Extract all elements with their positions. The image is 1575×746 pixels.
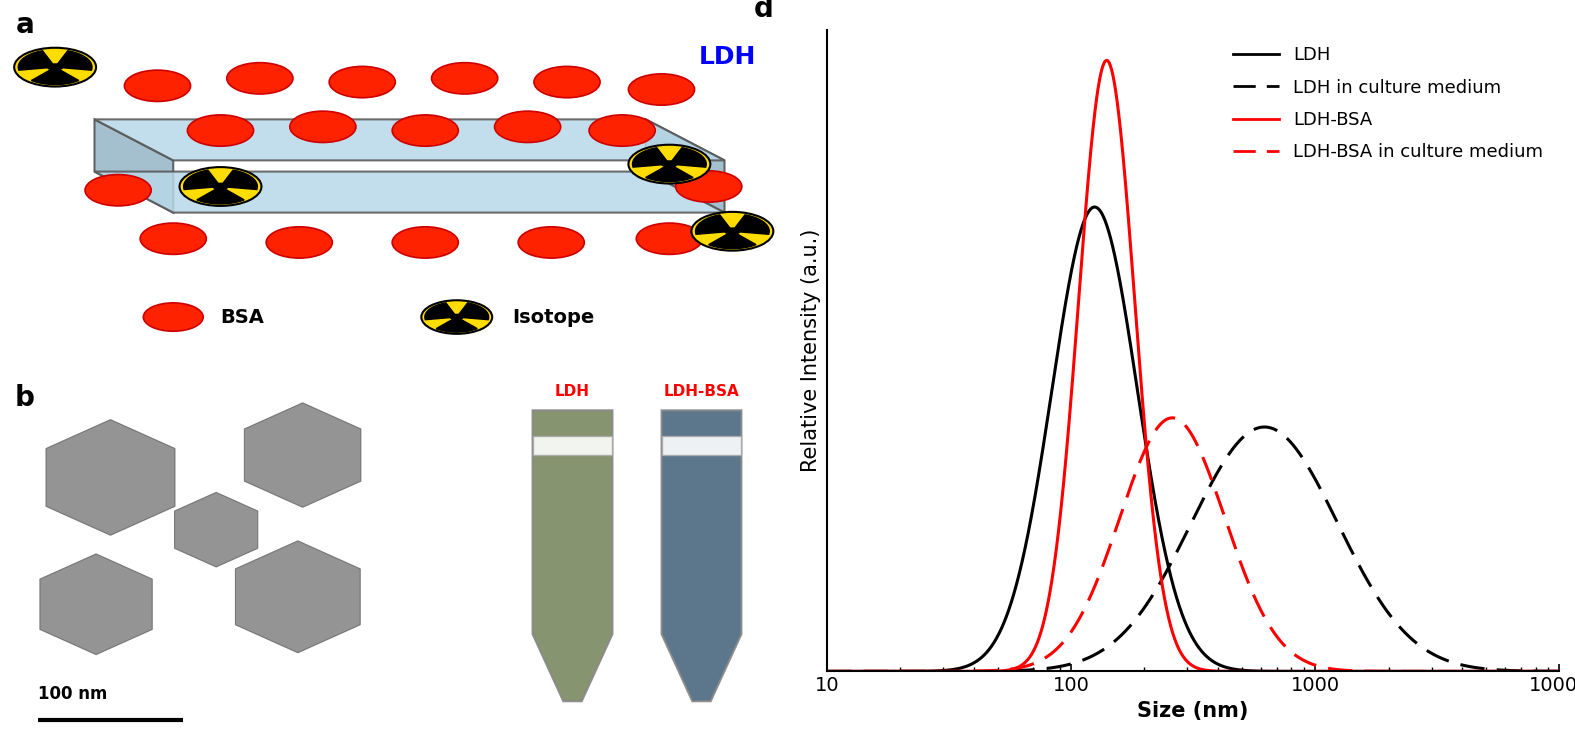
Polygon shape <box>709 231 756 248</box>
Text: a: a <box>16 11 35 40</box>
Polygon shape <box>221 170 257 189</box>
Circle shape <box>143 303 203 331</box>
Text: 100 nm: 100 nm <box>38 685 107 703</box>
Circle shape <box>85 175 151 206</box>
Polygon shape <box>184 170 220 189</box>
Polygon shape <box>19 51 55 70</box>
Circle shape <box>213 183 228 190</box>
X-axis label: Size (nm): Size (nm) <box>1137 700 1249 721</box>
Text: c: c <box>493 384 509 413</box>
Text: b: b <box>14 384 35 413</box>
Polygon shape <box>436 317 477 332</box>
Circle shape <box>180 167 261 206</box>
Text: Isotope: Isotope <box>512 307 594 327</box>
Text: LDH: LDH <box>554 384 591 399</box>
Circle shape <box>187 115 254 146</box>
Circle shape <box>628 145 710 184</box>
FancyBboxPatch shape <box>532 436 613 455</box>
Polygon shape <box>94 172 724 213</box>
Circle shape <box>676 171 742 202</box>
Circle shape <box>266 227 332 258</box>
Polygon shape <box>457 303 488 320</box>
Circle shape <box>518 227 584 258</box>
Polygon shape <box>46 419 175 536</box>
Text: BSA: BSA <box>221 307 265 327</box>
Text: LDH-BSA: LDH-BSA <box>663 384 739 399</box>
Circle shape <box>124 70 191 101</box>
Polygon shape <box>235 541 361 653</box>
Circle shape <box>534 66 600 98</box>
Polygon shape <box>633 148 669 167</box>
Polygon shape <box>425 303 457 320</box>
Circle shape <box>691 212 773 251</box>
Polygon shape <box>662 410 742 701</box>
Polygon shape <box>197 186 244 204</box>
Circle shape <box>495 111 561 142</box>
Polygon shape <box>646 119 725 213</box>
Polygon shape <box>94 119 173 213</box>
Text: LDH: LDH <box>699 45 756 69</box>
Polygon shape <box>39 554 153 655</box>
Circle shape <box>724 228 740 235</box>
Polygon shape <box>669 148 706 167</box>
Circle shape <box>589 115 655 146</box>
Polygon shape <box>94 119 724 160</box>
Circle shape <box>636 223 702 254</box>
Circle shape <box>47 63 63 71</box>
Circle shape <box>290 111 356 142</box>
Circle shape <box>628 74 695 105</box>
Polygon shape <box>175 492 258 567</box>
Legend: LDH, LDH in culture medium, LDH-BSA, LDH-BSA in culture medium: LDH, LDH in culture medium, LDH-BSA, LDH… <box>1227 39 1550 169</box>
Polygon shape <box>55 51 91 70</box>
Circle shape <box>329 66 395 98</box>
Circle shape <box>450 313 463 321</box>
Circle shape <box>140 223 206 254</box>
Circle shape <box>392 115 458 146</box>
Circle shape <box>422 300 491 334</box>
FancyBboxPatch shape <box>662 436 742 455</box>
Text: d: d <box>754 0 773 23</box>
Circle shape <box>227 63 293 94</box>
Circle shape <box>662 160 677 168</box>
Polygon shape <box>732 215 769 234</box>
Circle shape <box>392 227 458 258</box>
Y-axis label: Relative Intensity (a.u.): Relative Intensity (a.u.) <box>802 229 821 472</box>
Polygon shape <box>32 67 79 84</box>
Polygon shape <box>646 164 693 181</box>
Circle shape <box>14 48 96 87</box>
Polygon shape <box>696 215 732 234</box>
Polygon shape <box>244 403 361 507</box>
Circle shape <box>432 63 498 94</box>
Polygon shape <box>532 410 613 701</box>
